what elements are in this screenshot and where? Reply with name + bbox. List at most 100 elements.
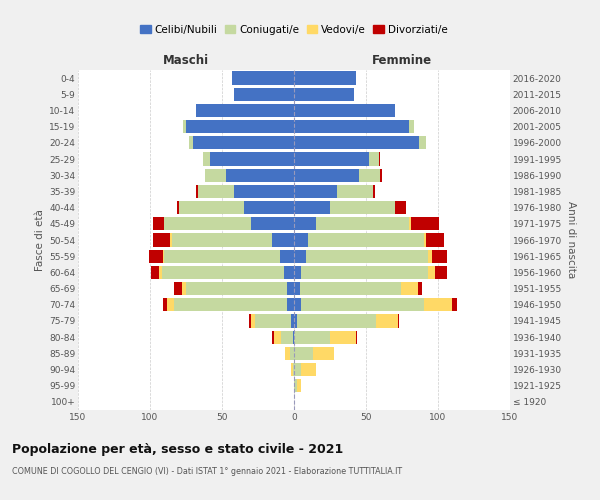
Bar: [294, 136, 419, 149]
Bar: [294, 330, 330, 344]
Bar: [294, 363, 301, 376]
Bar: [164, 250, 280, 263]
Bar: [294, 250, 305, 263]
Bar: [376, 314, 398, 328]
Bar: [170, 234, 172, 246]
Bar: [301, 266, 428, 279]
Bar: [294, 72, 356, 85]
Bar: [418, 282, 422, 295]
Bar: [427, 234, 444, 246]
Bar: [164, 217, 251, 230]
Bar: [297, 314, 376, 328]
Bar: [297, 379, 301, 392]
Bar: [175, 282, 182, 295]
Bar: [211, 152, 294, 166]
Bar: [401, 282, 418, 295]
Bar: [205, 168, 226, 182]
Bar: [284, 266, 294, 279]
Bar: [291, 314, 294, 328]
Bar: [424, 298, 452, 312]
Bar: [316, 217, 409, 230]
Bar: [287, 282, 294, 295]
Bar: [153, 234, 170, 246]
Bar: [167, 298, 175, 312]
Bar: [294, 152, 369, 166]
Bar: [244, 201, 294, 214]
Bar: [294, 314, 297, 328]
Bar: [251, 314, 255, 328]
Bar: [294, 346, 313, 360]
Text: Popolazione per età, sesso e stato civile - 2021: Popolazione per età, sesso e stato civil…: [12, 442, 343, 456]
Bar: [175, 298, 287, 312]
Y-axis label: Fasce di età: Fasce di età: [35, 209, 45, 271]
Bar: [428, 266, 435, 279]
Bar: [294, 185, 337, 198]
Bar: [193, 136, 294, 149]
Bar: [432, 250, 446, 263]
Bar: [251, 217, 294, 230]
Bar: [151, 266, 158, 279]
Bar: [398, 314, 399, 328]
Bar: [290, 346, 294, 360]
Bar: [330, 201, 395, 214]
Bar: [301, 363, 316, 376]
Bar: [428, 250, 432, 263]
Bar: [233, 88, 294, 101]
Bar: [337, 185, 373, 198]
Legend: Celibi/Nubili, Coniugati/e, Vedovi/e, Divorziati/e: Celibi/Nubili, Coniugati/e, Vedovi/e, Di…: [138, 22, 450, 36]
Y-axis label: Anni di nascita: Anni di nascita: [566, 202, 576, 278]
Bar: [379, 152, 380, 166]
Bar: [359, 168, 380, 182]
Bar: [356, 330, 358, 344]
Bar: [395, 201, 406, 214]
Bar: [287, 298, 294, 312]
Bar: [308, 234, 424, 246]
Bar: [294, 120, 409, 134]
Bar: [293, 363, 294, 376]
Bar: [313, 346, 334, 360]
Bar: [294, 298, 301, 312]
Bar: [172, 234, 272, 246]
Bar: [149, 250, 163, 263]
Bar: [435, 266, 446, 279]
Bar: [250, 314, 251, 328]
Bar: [163, 250, 164, 263]
Text: Femmine: Femmine: [372, 54, 432, 67]
Bar: [294, 217, 316, 230]
Bar: [294, 379, 297, 392]
Bar: [300, 282, 401, 295]
Bar: [373, 185, 374, 198]
Bar: [410, 217, 439, 230]
Bar: [294, 201, 330, 214]
Bar: [294, 282, 300, 295]
Bar: [178, 201, 179, 214]
Bar: [294, 88, 355, 101]
Bar: [294, 168, 359, 182]
Bar: [272, 330, 274, 344]
Bar: [294, 104, 395, 117]
Bar: [419, 136, 427, 149]
Bar: [294, 266, 301, 279]
Bar: [380, 168, 382, 182]
Bar: [330, 330, 356, 344]
Bar: [186, 120, 294, 134]
Bar: [280, 250, 294, 263]
Bar: [301, 298, 424, 312]
Bar: [286, 346, 290, 360]
Bar: [179, 201, 244, 214]
Bar: [291, 363, 293, 376]
Bar: [409, 217, 410, 230]
Bar: [369, 152, 379, 166]
Bar: [255, 314, 291, 328]
Bar: [305, 250, 428, 263]
Bar: [182, 282, 186, 295]
Bar: [161, 266, 284, 279]
Bar: [196, 104, 294, 117]
Bar: [196, 185, 197, 198]
Bar: [272, 234, 294, 246]
Bar: [233, 185, 294, 198]
Bar: [226, 168, 294, 182]
Bar: [293, 330, 294, 344]
Bar: [186, 282, 287, 295]
Bar: [424, 234, 427, 246]
